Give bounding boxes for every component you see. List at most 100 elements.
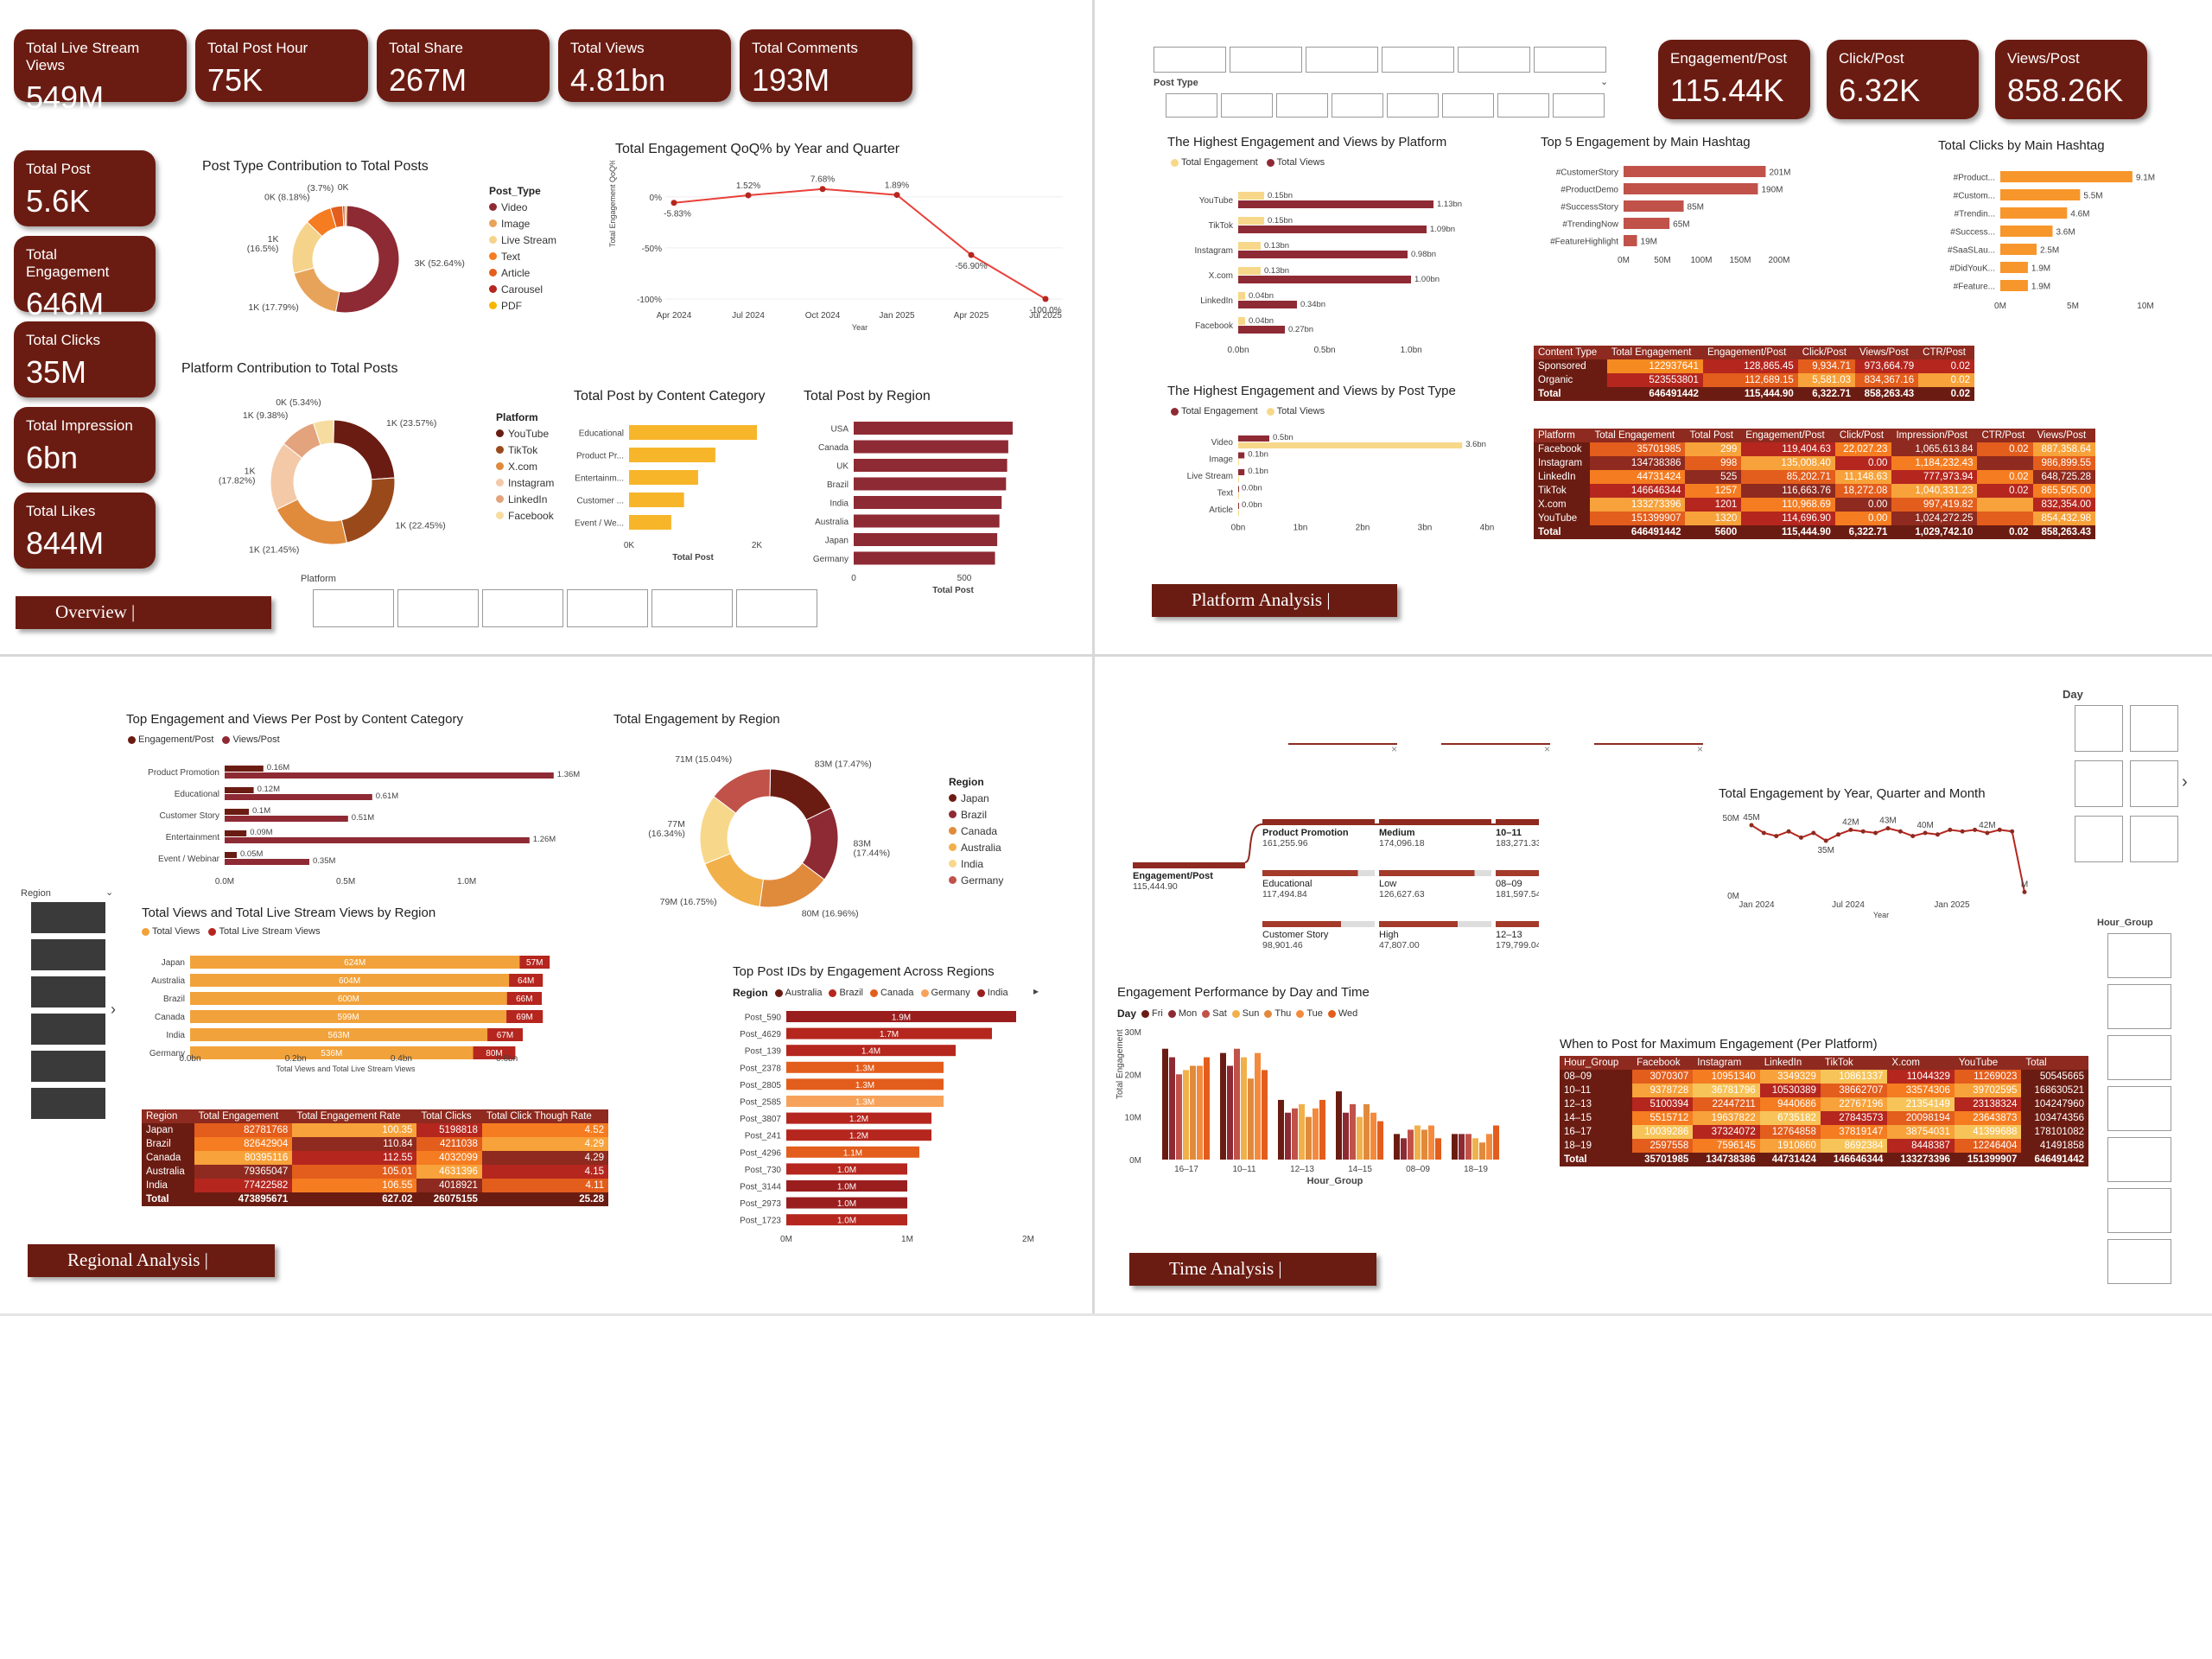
- slicer-option-image[interactable]: [1332, 93, 1383, 118]
- hashtag-clicks-bar-chart[interactable]: 0M 5M 10M #Product... 9.1M #Custom... 5.5M #Tre…: [1933, 159, 2166, 323]
- day-option-fri[interactable]: [2075, 760, 2123, 807]
- legend-item-total-views[interactable]: Total Views: [142, 926, 200, 937]
- table-header[interactable]: Instagram: [1693, 1056, 1760, 1070]
- slicer-option-tiktok[interactable]: [567, 589, 648, 627]
- slicer-option-x-com[interactable]: [652, 589, 733, 627]
- table-row[interactable]: India 77422582 106.55 4018921 4.11: [142, 1179, 608, 1192]
- table-header[interactable]: Total: [2021, 1056, 2088, 1070]
- table-row[interactable]: Australia 79365047 105.01 4631396 4.15: [142, 1165, 608, 1179]
- region-views-bar-chart[interactable]: Japan 624M 57M Australia 604M 64M Brazil 600M 66…: [138, 942, 622, 1071]
- hour-option-14-15[interactable]: [2107, 1137, 2171, 1182]
- legend-item-carousel[interactable]: Carousel: [489, 281, 556, 297]
- table-header[interactable]: YouTube: [1954, 1056, 2022, 1070]
- table-header[interactable]: Click/Post: [1797, 346, 1855, 359]
- table-header[interactable]: Total Engagement Rate: [292, 1109, 417, 1123]
- chevron-down-icon[interactable]: ⌄: [105, 887, 114, 898]
- region-bar-chart[interactable]: 0 500 Total Post USA Canada UK Brazil India Aust…: [795, 413, 1071, 605]
- slicer-option-article[interactable]: [1221, 93, 1273, 118]
- legend-item-image[interactable]: Image: [489, 215, 556, 232]
- legend-item-total-views[interactable]: Total Views: [1266, 406, 1325, 416]
- table-row[interactable]: LinkedIn 44731424 525 85,202.71 11,148.63 777…: [1534, 470, 2095, 484]
- table-row[interactable]: Organic 523553801 112,689.15 5,581.03 834,36…: [1534, 373, 1974, 387]
- platform-page-button[interactable]: Platform Analysis |: [1152, 584, 1397, 617]
- table-header[interactable]: TikTok: [1820, 1056, 1888, 1070]
- region-option-australia[interactable]: [31, 902, 105, 933]
- table-row[interactable]: X.com 133273396 1201 110,968.69 0.00 997,419.…: [1534, 498, 2095, 512]
- close-icon[interactable]: ×: [1390, 743, 1397, 755]
- legend-item-brazil[interactable]: Brazil: [829, 988, 863, 998]
- legend-item-wed[interactable]: Wed: [1327, 1008, 1357, 1019]
- table-header[interactable]: CTR/Post: [1977, 429, 2033, 442]
- slicer-option-linkedin[interactable]: [1306, 47, 1378, 73]
- legend-item-australia[interactable]: Australia: [949, 839, 1003, 855]
- legend-item-india[interactable]: India: [949, 855, 1003, 872]
- top-post-ids-bar-chart[interactable]: 0M1M2MTotal EngagementPost_5901.9MPost_4…: [731, 1004, 1059, 1246]
- slicer-option-instagram[interactable]: [1230, 47, 1302, 73]
- region-option-india[interactable]: [31, 1051, 105, 1082]
- table-row[interactable]: 16–17 10039286 37324072 12764858 37819147 387…: [1560, 1125, 2088, 1139]
- table-header[interactable]: Platform: [1534, 429, 1591, 442]
- slicer-option-pdf[interactable]: [1442, 93, 1494, 118]
- hour-option-12-13[interactable]: [2107, 1086, 2171, 1131]
- table-row[interactable]: TikTok 146646344 1257 116,663.76 18,272.08 1,…: [1534, 484, 2095, 498]
- hour-option-select-all[interactable]: [2107, 933, 2171, 978]
- hour-option-10-11[interactable]: [2107, 1035, 2171, 1080]
- legend-item-engagement-post[interactable]: Engagement/Post: [128, 734, 213, 745]
- close-icon[interactable]: ×: [1696, 743, 1703, 755]
- slicer-option-facebook[interactable]: [1154, 47, 1226, 73]
- table-header[interactable]: Views/Post: [2032, 429, 2095, 442]
- table-header[interactable]: Content Type: [1534, 346, 1607, 359]
- legend-item-brazil[interactable]: Brazil: [949, 806, 1003, 823]
- table-header[interactable]: CTR/Post: [1918, 346, 1974, 359]
- legend-item-linkedin[interactable]: LinkedIn: [496, 491, 554, 507]
- table-row[interactable]: 12–13 5100394 22447211 9440686 22767196 21354…: [1560, 1097, 2088, 1111]
- table-header[interactable]: X.com: [1887, 1056, 1955, 1070]
- legend-item-youtube[interactable]: YouTube: [496, 425, 554, 442]
- legend-item-tue[interactable]: Tue: [1296, 1008, 1323, 1019]
- legend-item-video[interactable]: Video: [489, 199, 556, 215]
- day-option-mon[interactable]: [2075, 816, 2123, 862]
- day-option-sun[interactable]: [2130, 760, 2178, 807]
- platform-donut-chart[interactable]: 1K (23.57%) 1K (22.45%) 1K (21.45%) 1K(17.8…: [181, 380, 501, 579]
- slicer-option-carousel[interactable]: [1276, 93, 1328, 118]
- table-row[interactable]: Facebook 35701985 299 119,404.63 22,027.23 1,…: [1534, 442, 2095, 456]
- region-option-japan[interactable]: [31, 1088, 105, 1119]
- table-header[interactable]: Total Engagement: [194, 1109, 293, 1123]
- day-option-sat[interactable]: [2130, 705, 2178, 752]
- legend-item-canada[interactable]: Canada: [949, 823, 1003, 839]
- engagement-by-month-line-chart[interactable]: 50M 0M 45M 35M 42M 43M 40M 42M M Jan 2024 Jul 2024…: [1713, 805, 2042, 918]
- table-header[interactable]: Total Clicks: [416, 1109, 482, 1123]
- legend-item-total-live-stream-views[interactable]: Total Live Stream Views: [208, 926, 321, 937]
- table-row[interactable]: 18–19 2597558 7596145 1910860 8692384 8448387…: [1560, 1139, 2088, 1153]
- table-header[interactable]: Region: [142, 1109, 194, 1123]
- slicer-option-x-com[interactable]: [1458, 47, 1530, 73]
- slicer-option-youtube[interactable]: [736, 589, 817, 627]
- table-row[interactable]: YouTube 151399907 1320 114,696.90 0.00 1,024,…: [1534, 512, 2095, 525]
- filter-content-category[interactable]: ×: [1288, 743, 1397, 755]
- table-row[interactable]: Brazil 82642904 110.84 4211038 4.29: [142, 1137, 608, 1151]
- region-option-canada[interactable]: [31, 976, 105, 1007]
- table-row[interactable]: Instagram 134738386 998 135,008.40 0.00 1,184…: [1534, 456, 2095, 470]
- table-header[interactable]: Total Post: [1685, 429, 1742, 442]
- post-type-donut-chart[interactable]: 3K (52.64%) 1K (17.79%) 1K(16.5%) 0K (8.18%…: [207, 173, 501, 354]
- close-icon[interactable]: ×: [1543, 743, 1550, 755]
- hour-option-18-19[interactable]: [2107, 1239, 2171, 1284]
- legend-item-germany[interactable]: Germany: [949, 872, 1003, 888]
- legend-item-article[interactable]: Article: [489, 264, 556, 281]
- day-option-thu[interactable]: [2130, 816, 2178, 862]
- engagement-day-time-bar-chart[interactable]: 30M 20M 10M 0M Total Engagement 16–17 10–11 12–…: [1112, 1021, 1544, 1194]
- legend-item-japan[interactable]: Japan: [949, 790, 1003, 806]
- slicer-option-facebook[interactable]: [313, 589, 394, 627]
- region-option-brazil[interactable]: [31, 939, 105, 970]
- table-header[interactable]: Total Engagement: [1606, 346, 1703, 359]
- day-option-select-all[interactable]: [2075, 705, 2123, 752]
- filter-engagement-le-[interactable]: ×: [1441, 743, 1550, 755]
- chevron-right-icon[interactable]: ▸: [1033, 985, 1039, 997]
- slicer-option-live-str-[interactable]: [1387, 93, 1439, 118]
- slicer-option-text[interactable]: [1497, 93, 1549, 118]
- table-row[interactable]: 14–15 5515712 19637822 6735182 27843573 20098…: [1560, 1111, 2088, 1125]
- legend-item-total-engagement[interactable]: Total Engagement: [1171, 406, 1258, 416]
- legend-item-total-views[interactable]: Total Views: [1266, 157, 1325, 168]
- content-category-bar-chart[interactable]: 0K 2K Total Post Educational Product Pr... En…: [570, 413, 795, 577]
